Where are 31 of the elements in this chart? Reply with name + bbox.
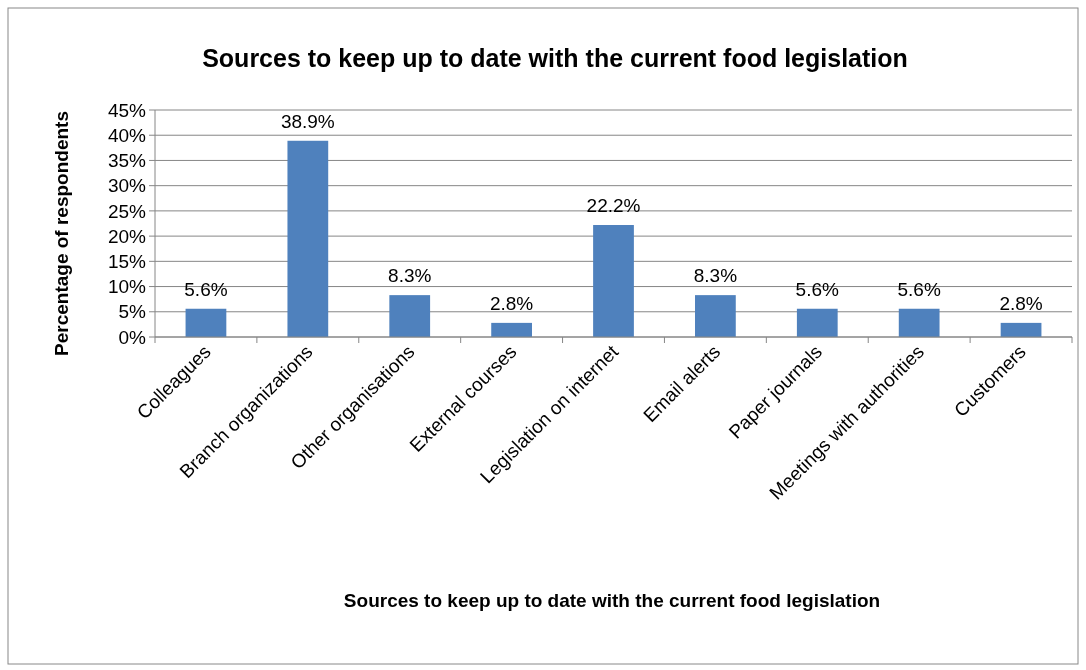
- chart-title: Sources to keep up to date with the current food legislation: [202, 44, 908, 72]
- data-label: 5.6%: [795, 278, 840, 300]
- y-tick-label: 5%: [118, 301, 147, 323]
- data-label: 8.3%: [693, 265, 738, 287]
- data-label: 5.6%: [184, 278, 228, 300]
- y-tick-label: 25%: [107, 200, 147, 222]
- bar: [389, 295, 431, 337]
- y-tick-label: 0%: [118, 326, 147, 348]
- bar: [593, 225, 634, 337]
- data-label: 22.2%: [586, 195, 641, 217]
- y-tick-label: 40%: [107, 124, 147, 146]
- data-label: 8.3%: [388, 265, 432, 287]
- y-tick-label: 15%: [107, 250, 147, 272]
- bar: [796, 308, 838, 337]
- bar: [1000, 322, 1042, 337]
- y-tick-label: 10%: [107, 276, 147, 298]
- bar: [898, 308, 940, 337]
- data-label: 2.8%: [489, 292, 534, 314]
- data-label: 38.9%: [280, 110, 335, 132]
- bar: [287, 140, 329, 337]
- data-label: 5.6%: [897, 278, 941, 300]
- y-tick-label: 45%: [107, 99, 147, 121]
- bar: [185, 308, 227, 337]
- bar: [491, 322, 532, 337]
- y-axis-title: Percentage of respondents: [51, 111, 72, 356]
- y-tick-label: 20%: [107, 225, 147, 247]
- y-tick-label: 30%: [107, 175, 147, 197]
- bar: [695, 295, 736, 337]
- y-tick-label: 35%: [107, 150, 147, 172]
- data-label: 2.8%: [999, 292, 1043, 314]
- x-axis-title: Sources to keep up to date with the current food legislation: [343, 590, 881, 611]
